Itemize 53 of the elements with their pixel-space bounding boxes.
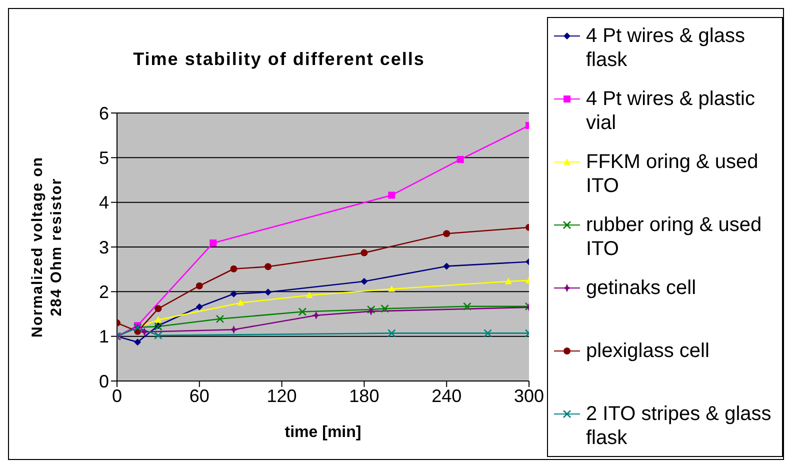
legend-label: plexiglass cell — [586, 339, 710, 363]
x-tick-label: 300 — [514, 386, 544, 406]
point — [360, 278, 368, 285]
point — [154, 331, 162, 340]
y-tick-label: 4 — [98, 192, 109, 213]
point — [237, 299, 244, 306]
y-tick-label: 5 — [98, 148, 109, 168]
point — [306, 292, 313, 298]
point — [463, 302, 472, 311]
point — [196, 303, 203, 310]
point — [443, 262, 450, 270]
x-axis-title: time [min] — [284, 424, 362, 441]
y-axis-title: Normalized voltage on 284 Ohm resistor — [29, 156, 65, 338]
y-tick-label: 0 — [98, 371, 109, 392]
x-tick-label: 180 — [349, 386, 380, 406]
legend-label: 4 Pt wires & plastic vial — [586, 87, 756, 135]
legend-label: rubber oring & used ITO — [586, 213, 763, 261]
point — [230, 290, 238, 298]
point — [388, 192, 396, 199]
x-tick-label: 120 — [266, 386, 297, 406]
point — [264, 263, 272, 270]
y-tick-label: 1 — [98, 326, 109, 347]
point — [443, 230, 450, 238]
point — [196, 282, 203, 290]
x-tick-label: 0 — [112, 386, 122, 406]
y-tick-label: 2 — [98, 282, 109, 302]
point — [230, 325, 238, 334]
legend-label: FFKM oring & used ITO — [586, 150, 760, 198]
point — [154, 305, 162, 312]
point — [388, 329, 396, 338]
point — [210, 239, 217, 246]
x-tick-label: 240 — [432, 386, 462, 406]
x-tick-label: 60 — [189, 386, 210, 406]
point — [456, 156, 464, 163]
y-tick-label: 3 — [98, 237, 109, 258]
point — [134, 338, 142, 346]
legend-label: 4 Pt wires & glass flask — [586, 24, 746, 72]
point — [154, 316, 162, 323]
point — [230, 265, 238, 272]
legend-label: getinaks cell — [586, 276, 696, 300]
y-tick-label: 6 — [98, 103, 109, 124]
point — [264, 288, 272, 296]
point — [360, 249, 368, 256]
point — [312, 311, 320, 320]
chart-title: Time stability of different cells — [132, 49, 426, 70]
point — [504, 278, 512, 284]
point — [484, 329, 492, 338]
legend-label: 2 ITO stripes & glass flask — [586, 402, 772, 450]
point — [380, 304, 389, 313]
point — [216, 314, 224, 324]
point — [140, 328, 149, 336]
point — [298, 308, 307, 316]
point — [388, 285, 396, 292]
